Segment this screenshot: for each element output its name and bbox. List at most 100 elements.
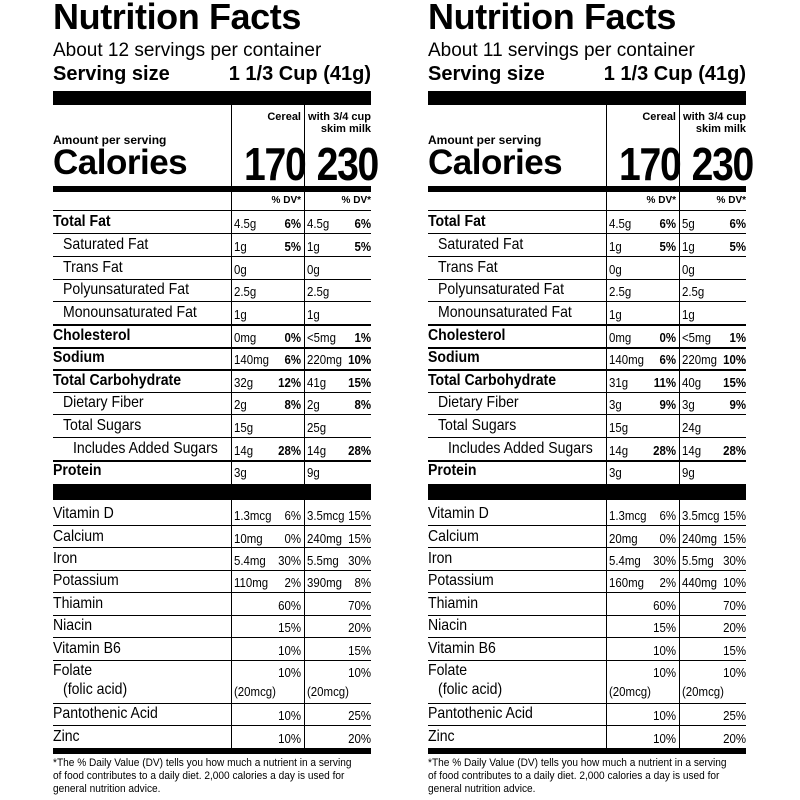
vitamin-dv-cereal: 10% bbox=[653, 708, 676, 723]
vitamin-name: Vitamin D bbox=[428, 505, 489, 522]
nutrient-amount-cereal: 0g bbox=[234, 262, 247, 277]
vitamin-dv-with-milk: 70% bbox=[723, 598, 746, 613]
vitamin-dv-with-milk: 30% bbox=[348, 553, 371, 568]
vitamin-name: Thiamin bbox=[53, 595, 104, 612]
row-divider bbox=[53, 414, 371, 415]
vitamin-dv-cereal: 6% bbox=[284, 508, 301, 523]
nutrient-amount-cereal: 3g bbox=[609, 397, 622, 412]
vitamin-dv-with-milk: 15% bbox=[348, 508, 371, 523]
nutrient-amount-with-milk: 1g bbox=[307, 307, 320, 322]
nutrient-amount-with-milk: 0g bbox=[682, 262, 695, 277]
nutrient-amount-cereal: 4.5g bbox=[609, 216, 632, 231]
vitamin-amount-with-milk: (20mcg) bbox=[307, 684, 349, 699]
nutrient-amount-with-milk: 14g bbox=[682, 443, 702, 458]
nutrient-amount-with-milk: 2.5g bbox=[307, 284, 330, 299]
nutrient-dv-with-milk: 10% bbox=[723, 352, 746, 367]
vitamin-name: Calcium bbox=[428, 528, 479, 545]
nutrient-amount-with-milk: 4.5g bbox=[307, 216, 330, 231]
column-separator bbox=[679, 105, 680, 190]
vitamin-dv-with-milk: 8% bbox=[354, 575, 371, 590]
column-header-with-milk-line2: skim milk bbox=[320, 123, 371, 135]
column-header-cereal: Cereal bbox=[267, 111, 301, 123]
vitamin-amount-with-milk: 5.5mg bbox=[307, 553, 339, 568]
vitamin-amount-cereal: 20mg bbox=[609, 531, 638, 546]
column-separator bbox=[304, 105, 305, 190]
dv-header-with-milk: % DV* bbox=[341, 195, 371, 206]
row-divider bbox=[53, 725, 371, 726]
nutrient-dv-cereal: 9% bbox=[659, 397, 676, 412]
vitamin-dv-with-milk: 70% bbox=[348, 598, 371, 613]
nutrient-amount-with-milk: 1g bbox=[307, 239, 320, 254]
vitamin-amount-with-milk: (20mcg) bbox=[682, 684, 724, 699]
nutrient-dv-cereal: 5% bbox=[659, 239, 676, 254]
vitamin-dv-cereal: 10% bbox=[278, 731, 301, 746]
nutrient-amount-with-milk: 40g bbox=[682, 375, 702, 390]
row-divider bbox=[428, 233, 746, 234]
nutrient-dv-with-milk: 28% bbox=[723, 443, 746, 458]
nutrient-amount-cereal: 15g bbox=[609, 420, 629, 435]
row-divider bbox=[428, 615, 746, 616]
nutrient-dv-with-milk: 28% bbox=[348, 443, 371, 458]
thick-divider bbox=[53, 91, 371, 105]
nutrient-amount-with-milk: 14g bbox=[307, 443, 327, 458]
nutrient-amount-with-milk: 5g bbox=[682, 216, 695, 231]
row-divider bbox=[53, 703, 371, 704]
nutrient-dv-cereal: 28% bbox=[278, 443, 301, 458]
vitamin-dv-cereal: 2% bbox=[284, 575, 301, 590]
nutrient-amount-with-milk: 2g bbox=[307, 397, 320, 412]
nutrient-dv-with-milk: 6% bbox=[729, 216, 746, 231]
vitamin-amount-cereal: 160mg bbox=[609, 575, 644, 590]
nutrient-amount-cereal: 2.5g bbox=[609, 284, 632, 299]
nutrient-amount-cereal: 3g bbox=[609, 465, 622, 480]
vitamin-dv-cereal: 10% bbox=[653, 643, 676, 658]
column-separator bbox=[679, 192, 680, 484]
row-divider bbox=[53, 233, 371, 234]
footnote-divider bbox=[428, 748, 746, 754]
nutrient-name: Monounsaturated Fat bbox=[438, 304, 572, 321]
row-divider bbox=[428, 592, 746, 593]
vitamin-name: Folate bbox=[428, 662, 468, 679]
vitamin-name: Iron bbox=[53, 550, 78, 567]
nutrient-amount-with-milk: 9g bbox=[682, 465, 695, 480]
vitamin-name: Iron bbox=[428, 550, 453, 567]
row-divider bbox=[428, 256, 746, 257]
nutrient-amount-cereal: 1g bbox=[234, 307, 247, 322]
column-separator bbox=[304, 192, 305, 484]
nutrient-name: Cholesterol bbox=[53, 327, 131, 344]
row-divider bbox=[53, 570, 371, 571]
vitamin-dv-cereal: 10% bbox=[278, 708, 301, 723]
vitamin-name: Vitamin B6 bbox=[428, 640, 496, 657]
nutrient-amount-with-milk: 9g bbox=[307, 465, 320, 480]
nutrient-name: Dietary Fiber bbox=[438, 394, 519, 411]
vitamin-amount-with-milk: 390mg bbox=[307, 575, 342, 590]
nutrient-amount-cereal: 0mg bbox=[234, 330, 257, 345]
vitamin-dv-with-milk: 10% bbox=[723, 665, 746, 680]
nutrient-amount-cereal: 3g bbox=[234, 465, 247, 480]
serving-size-row: Serving size 1 1/3 Cup (41g) bbox=[53, 63, 371, 86]
amount-per-serving: Amount per serving bbox=[428, 133, 542, 147]
row-divider bbox=[53, 437, 371, 438]
column-separator bbox=[606, 192, 607, 484]
vitamin-dv-cereal: 10% bbox=[278, 643, 301, 658]
nutrient-dv-cereal: 6% bbox=[284, 216, 301, 231]
vitamin-amount-cereal: (20mcg) bbox=[609, 684, 651, 699]
nutrient-dv-with-milk: 10% bbox=[348, 352, 371, 367]
row-divider bbox=[53, 369, 371, 371]
vitamin-amount-cereal: 1.3mcg bbox=[234, 508, 272, 523]
vitamin-dv-cereal: 60% bbox=[653, 598, 676, 613]
nutrient-amount-with-milk: 1g bbox=[682, 239, 695, 254]
nutrient-amount-cereal: 4.5g bbox=[234, 216, 257, 231]
row-divider bbox=[428, 347, 746, 349]
vitamin-amount-with-milk: 3.5mcg bbox=[682, 508, 720, 523]
vitamin-dv-with-milk: 30% bbox=[723, 553, 746, 568]
nutrient-name: Polyunsaturated Fat bbox=[63, 281, 190, 298]
dv-header-cereal: % DV* bbox=[646, 195, 676, 206]
nutrient-amount-cereal: 0g bbox=[609, 262, 622, 277]
row-divider bbox=[428, 525, 746, 526]
row-divider bbox=[428, 660, 746, 661]
row-divider bbox=[428, 392, 746, 393]
vitamin-dv-cereal: 10% bbox=[278, 665, 301, 680]
vitamin-dv-cereal: 15% bbox=[653, 620, 676, 635]
nutrient-name: Includes Added Sugars bbox=[448, 440, 593, 457]
nutrient-amount-cereal: 1g bbox=[609, 239, 622, 254]
